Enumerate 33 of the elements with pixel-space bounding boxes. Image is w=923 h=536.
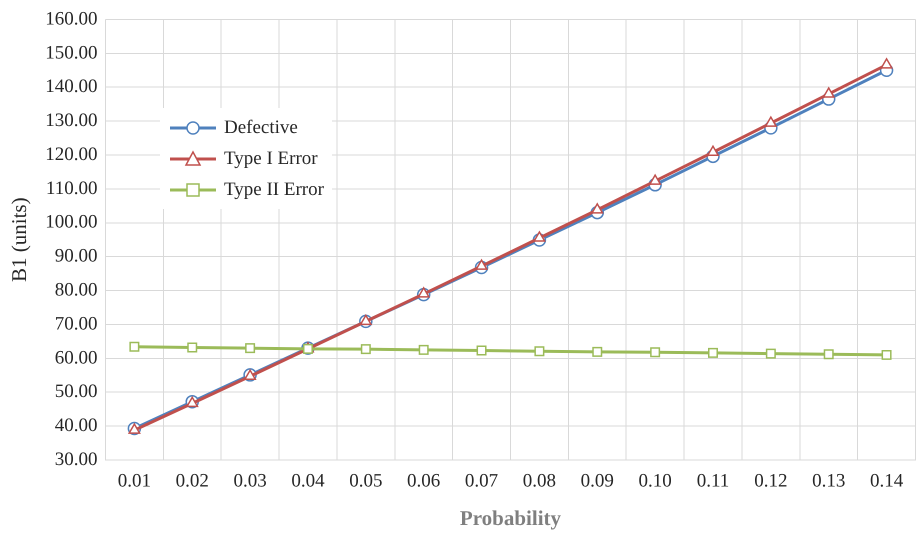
x-tick-label: 0.09	[580, 470, 614, 492]
legend-label: Defective	[224, 116, 298, 138]
y-tick-label: 120.00	[45, 144, 98, 165]
x-tick-label: 0.13	[812, 470, 846, 492]
legend-label: Type I Error	[224, 148, 318, 170]
x-tick-label: 0.05	[349, 470, 382, 492]
y-tick-label: 90.00	[54, 246, 98, 267]
y-tick-label: 50.00	[54, 381, 98, 402]
x-tick-label: 0.03	[233, 470, 267, 492]
y-tick-label: 40.00	[54, 415, 98, 436]
x-tick-label: 0.08	[522, 470, 556, 492]
y-tick-label: 70.00	[54, 313, 98, 334]
x-tick-label: 0.01	[118, 470, 152, 492]
legend-label: Type II Error	[224, 178, 324, 200]
y-tick-label: 110.00	[46, 178, 98, 199]
y-axis-title: B1 (units)	[7, 197, 32, 282]
x-tick-label: 0.12	[754, 470, 788, 492]
x-tick-label: 0.11	[696, 470, 730, 492]
x-tick-label: 0.10	[638, 470, 672, 492]
y-tick-label: 30.00	[54, 448, 98, 470]
x-tick-label: 0.07	[464, 470, 498, 492]
y-tick-label: 150.00	[45, 42, 98, 64]
x-tick-label: 0.06	[407, 470, 440, 492]
x-tick-label: 0.02	[176, 470, 209, 492]
x-tick-label: 0.04	[291, 470, 326, 492]
y-tick-label: 60.00	[54, 347, 98, 368]
y-tick-label: 140.00	[45, 76, 98, 98]
y-tick-label: 100.00	[45, 212, 98, 233]
x-axis-title: Probability	[460, 506, 562, 530]
x-tick-label: 0.14	[870, 470, 904, 492]
y-tick-label: 160.00	[45, 8, 98, 30]
y-tick-label: 80.00	[54, 280, 98, 301]
y-tick-label: 130.00	[45, 110, 98, 132]
